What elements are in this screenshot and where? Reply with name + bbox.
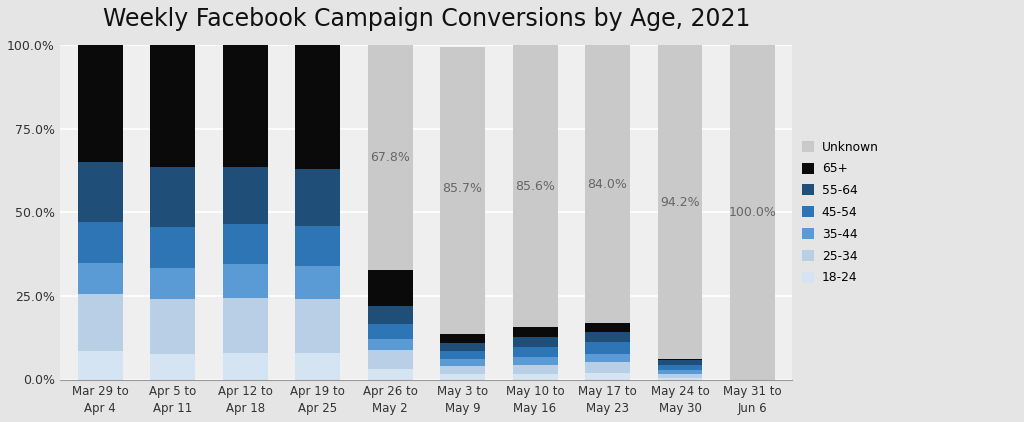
Bar	[151, 168, 196, 227]
Title: Weekly Facebook Campaign Conversions by Age, 2021: Weekly Facebook Campaign Conversions by …	[102, 7, 750, 31]
Bar	[657, 374, 702, 378]
Bar	[585, 46, 630, 323]
Bar	[151, 299, 196, 354]
Bar	[513, 337, 557, 347]
Bar	[513, 347, 557, 357]
Bar	[585, 342, 630, 354]
Bar	[440, 351, 485, 360]
Bar	[78, 222, 123, 262]
Bar	[78, 162, 123, 222]
Bar	[151, 46, 196, 168]
Bar	[657, 360, 702, 365]
Bar	[585, 362, 630, 373]
Bar	[440, 366, 485, 374]
Bar	[295, 226, 340, 266]
Bar	[585, 373, 630, 379]
Bar	[295, 46, 340, 169]
Bar	[513, 374, 557, 379]
Bar	[440, 374, 485, 379]
Bar	[657, 359, 702, 360]
Text: 94.2%: 94.2%	[660, 195, 699, 208]
Bar	[513, 357, 557, 365]
Bar	[368, 46, 413, 270]
Bar	[368, 270, 413, 306]
Bar	[585, 323, 630, 332]
Bar	[513, 365, 557, 374]
Text: 84.0%: 84.0%	[588, 178, 628, 191]
Bar	[295, 353, 340, 379]
Bar	[222, 224, 267, 264]
Bar	[440, 360, 485, 366]
Bar	[513, 327, 557, 337]
Bar	[657, 378, 702, 379]
Bar	[440, 47, 485, 334]
Bar	[78, 262, 123, 294]
Bar	[222, 298, 267, 353]
Text: 100.0%: 100.0%	[728, 206, 776, 219]
Bar	[368, 339, 413, 350]
Bar	[222, 168, 267, 224]
Bar	[295, 266, 340, 299]
Bar	[78, 46, 123, 162]
Bar	[78, 294, 123, 351]
Bar	[222, 264, 267, 298]
Bar	[440, 343, 485, 351]
Bar	[222, 46, 267, 168]
Text: 67.8%: 67.8%	[370, 151, 410, 164]
Bar	[440, 334, 485, 343]
Legend: Unknown, 65+, 55-64, 45-54, 35-44, 25-34, 18-24: Unknown, 65+, 55-64, 45-54, 35-44, 25-34…	[802, 141, 879, 284]
Bar	[513, 46, 557, 327]
Bar	[730, 46, 775, 379]
Bar	[368, 324, 413, 339]
Bar	[222, 353, 267, 379]
Bar	[368, 350, 413, 369]
Bar	[585, 332, 630, 342]
Bar	[295, 169, 340, 226]
Text: 85.7%: 85.7%	[442, 182, 482, 195]
Bar	[78, 351, 123, 379]
Bar	[295, 299, 340, 353]
Bar	[585, 354, 630, 362]
Bar	[657, 46, 702, 359]
Bar	[368, 369, 413, 379]
Bar	[368, 306, 413, 324]
Bar	[151, 268, 196, 299]
Bar	[657, 371, 702, 374]
Text: 85.6%: 85.6%	[515, 180, 555, 193]
Bar	[151, 227, 196, 268]
Bar	[657, 365, 702, 371]
Bar	[151, 354, 196, 379]
